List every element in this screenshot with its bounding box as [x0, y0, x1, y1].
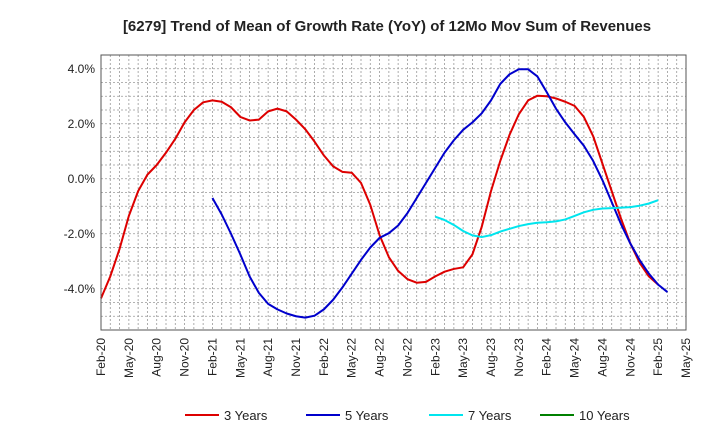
- legend: 3 Years 5 Years 7 Years 10 Years: [185, 408, 630, 423]
- x-tick-label: Feb-23: [428, 338, 442, 376]
- x-tick-label: Feb-25: [651, 338, 665, 376]
- series-line-7-years: [434, 199, 659, 239]
- legend-label-10-years: 10 Years: [579, 408, 630, 423]
- x-tick-label: Nov-22: [400, 338, 414, 377]
- chart-title: [6279] Trend of Mean of Growth Rate (YoY…: [123, 18, 651, 35]
- x-tick-label: Nov-21: [289, 338, 303, 377]
- plot-frame: [100, 54, 687, 331]
- x-tick-label: Feb-22: [317, 338, 331, 376]
- x-tick-label: Nov-24: [623, 338, 637, 377]
- x-tick-label: May-25: [679, 338, 693, 378]
- x-tick-label: May-22: [345, 338, 359, 378]
- x-tick-label: May-23: [456, 338, 470, 378]
- y-tick-label: -4.0%: [64, 282, 96, 296]
- x-axis: Feb-20 May-20 Aug-20 Nov-20 Feb-21 May-21 Aug-…: [94, 338, 693, 378]
- series-line-3-years: [100, 94, 659, 299]
- y-tick-label: 2.0%: [68, 117, 96, 131]
- x-tick-label: May-24: [568, 338, 582, 378]
- x-tick-label: Nov-23: [512, 338, 526, 377]
- series-line-5-years: [211, 68, 669, 319]
- grid-lines: [101, 55, 686, 330]
- x-tick-label: May-21: [233, 338, 247, 378]
- y-tick-label: 0.0%: [68, 172, 96, 186]
- x-tick-label: May-20: [122, 338, 136, 378]
- x-tick-label: Nov-20: [178, 338, 192, 377]
- x-tick-label: Aug-21: [261, 338, 275, 377]
- x-tick-label: Aug-22: [373, 338, 387, 377]
- y-tick-label: 4.0%: [68, 62, 96, 76]
- x-tick-label: Aug-20: [150, 338, 164, 377]
- x-tick-label: Feb-20: [94, 338, 108, 376]
- x-tick-label: Feb-21: [205, 338, 219, 376]
- y-axis: -4.0% -2.0% 0.0% 2.0% 4.0%: [64, 62, 96, 296]
- y-tick-label: -2.0%: [64, 227, 96, 241]
- legend-label-3-years: 3 Years: [224, 408, 268, 423]
- x-tick-label: Aug-24: [595, 338, 609, 377]
- x-tick-label: Aug-23: [484, 338, 498, 377]
- x-tick-label: Feb-24: [540, 338, 554, 376]
- legend-label-5-years: 5 Years: [345, 408, 389, 423]
- legend-label-7-years: 7 Years: [468, 408, 512, 423]
- series-lines: [100, 68, 669, 319]
